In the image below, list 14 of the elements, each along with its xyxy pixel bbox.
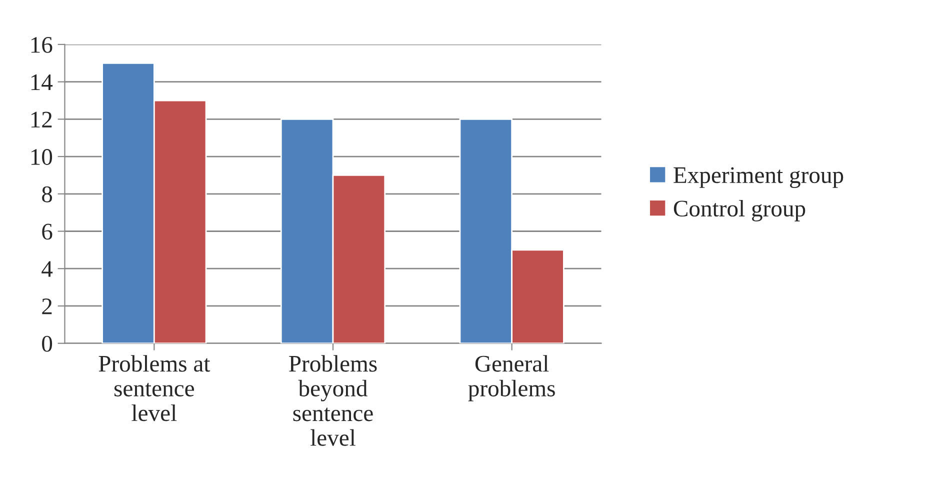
x-tick-label: Problems at sentence level [98, 355, 210, 422]
y-tick-label: 12 [31, 112, 52, 128]
y-tick-label: 0 [42, 336, 52, 352]
y-tick-label: 10 [31, 149, 52, 165]
legend-label: Control group [674, 200, 806, 222]
legend-label: Experiment group [674, 167, 844, 188]
x-tick-label: General problems [468, 355, 555, 402]
y-tick-label: 8 [42, 186, 52, 202]
x-tick-label: Problems beyond sentence level [289, 355, 377, 446]
y-tick-label: 2 [42, 298, 52, 314]
y-tick-label: 16 [31, 37, 52, 53]
y-tick-label: 4 [42, 261, 53, 277]
y-tick-label: 6 [42, 224, 52, 240]
y-tick-label: 14 [31, 74, 53, 90]
